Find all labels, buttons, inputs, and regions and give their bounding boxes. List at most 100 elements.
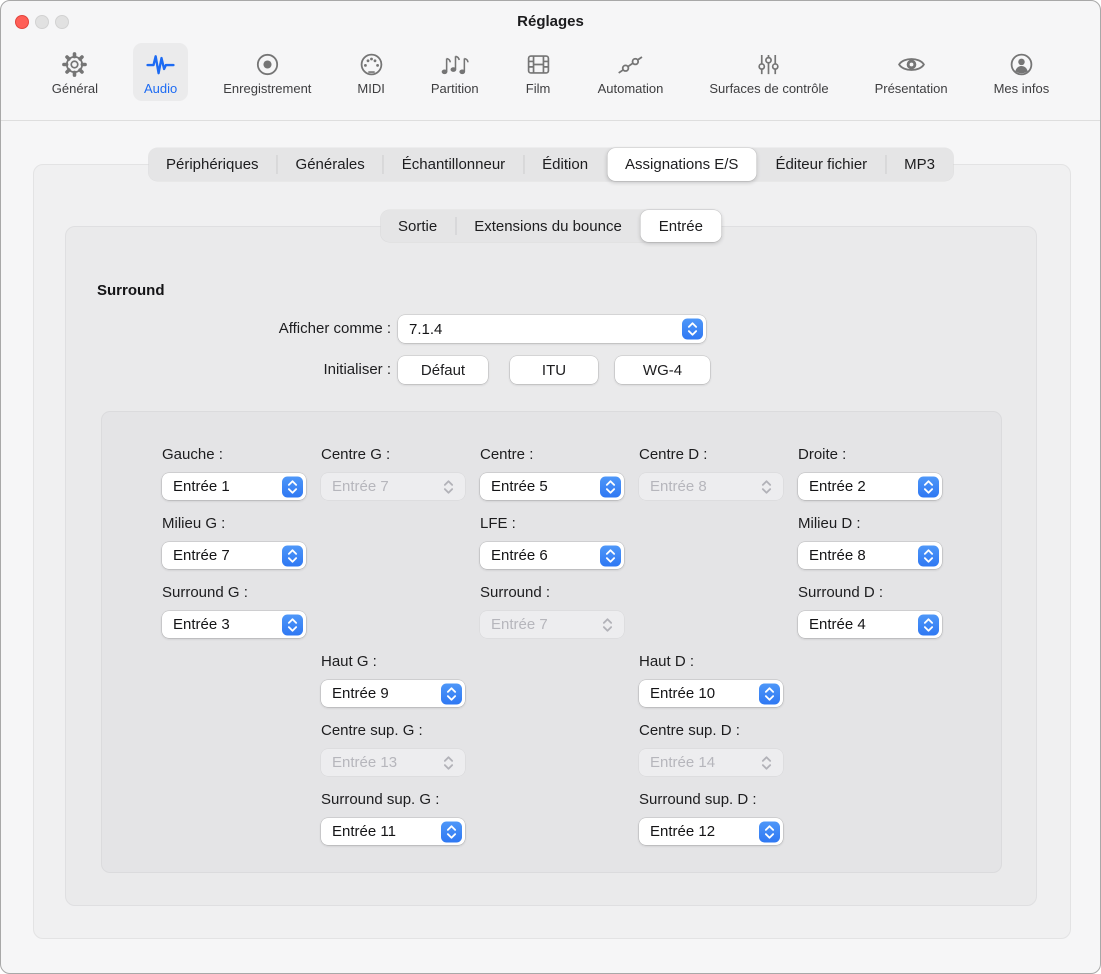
chevron-up-down-icon — [759, 821, 780, 842]
channel-popup-centre-sup-d: Entrée 14 — [639, 749, 783, 776]
channel-popup-surround: Entrée 7 — [480, 611, 624, 638]
toolbar-item-midi[interactable]: MIDI — [346, 43, 395, 101]
init-button-wg-4[interactable]: WG-4 — [615, 356, 710, 384]
display-as-popup[interactable]: 7.1.4 — [398, 315, 706, 343]
segment-divider — [885, 155, 887, 174]
channel-popup-value: Entrée 6 — [491, 547, 548, 564]
toolbar-item-film[interactable]: Film — [514, 43, 563, 101]
toolbar-item-label: Enregistrement — [223, 81, 312, 96]
toolbar-item-label: Surfaces de contrôle — [709, 81, 829, 96]
chevron-up-down-icon — [282, 545, 303, 566]
window-title: Réglages — [517, 13, 584, 30]
tab-mp3[interactable]: MP3 — [904, 156, 936, 173]
preferences-toolbar: Général Audio Enregistrement MIDI Partition F… — [25, 43, 1076, 101]
gear-icon — [61, 50, 88, 78]
close-button[interactable] — [15, 15, 29, 29]
chevron-up-down-icon — [282, 614, 303, 635]
toolbar-item-automation[interactable]: Automation — [587, 43, 675, 101]
display-as-value: 7.1.4 — [409, 320, 443, 338]
chevron-up-down-icon — [597, 614, 618, 635]
channel-popup-value: Entrée 1 — [173, 478, 230, 495]
toolbar-item-audio[interactable]: Audio — [133, 43, 189, 101]
channel-popup-value: Entrée 10 — [650, 685, 716, 702]
channel-popup-haut-g[interactable]: Entrée 9 — [321, 680, 465, 707]
channel-label-gauche: Gauche : — [162, 446, 223, 463]
channel-popup-droite[interactable]: Entrée 2 — [798, 473, 942, 500]
subtab-extensions-du-bounce[interactable]: Extensions du bounce — [474, 217, 622, 235]
channel-popup-milieu-g[interactable]: Entrée 7 — [162, 542, 306, 569]
tab-diteur-fichier[interactable]: Éditeur fichier — [775, 156, 868, 173]
channel-popup-centre-sup-g: Entrée 13 — [321, 749, 465, 776]
toolbar-item-enregistrement[interactable]: Enregistrement — [212, 43, 322, 101]
channel-popup-value: Entrée 14 — [650, 754, 716, 771]
channel-popup-centre-d: Entrée 8 — [639, 473, 783, 500]
toolbar-item-presentation[interactable]: Présentation — [864, 43, 959, 101]
channel-popup-haut-d[interactable]: Entrée 10 — [639, 680, 783, 707]
subtab-sortie[interactable]: Sortie — [398, 217, 438, 235]
toolbar-item-label: Film — [525, 81, 551, 96]
chevron-up-down-icon — [759, 683, 780, 704]
channel-popup-value: Entrée 11 — [332, 823, 396, 840]
channel-label-centre: Centre : — [480, 446, 534, 463]
channel-popup-lfe[interactable]: Entrée 6 — [480, 542, 624, 569]
chevron-up-down-icon — [918, 545, 939, 566]
music-notes-icon — [439, 50, 470, 78]
channel-popup-surround-sup-g[interactable]: Entrée 11 — [321, 818, 465, 845]
chevron-up-down-icon — [600, 476, 621, 497]
io-subtab-bar: Sortie Extensions du bounce Entrée — [380, 210, 721, 242]
channel-popup-milieu-d[interactable]: Entrée 8 — [798, 542, 942, 569]
chevron-up-down-icon — [682, 318, 703, 340]
channel-label-milieu-g: Milieu G : — [162, 515, 226, 532]
toolbar-item-surfaces-de-controle[interactable]: Surfaces de contrôle — [698, 43, 839, 101]
initialize-label: Initialiser : — [323, 361, 391, 378]
segment-divider — [455, 217, 457, 235]
tab-chantillonneur[interactable]: Échantillonneur — [401, 156, 506, 173]
toolbar-item-label: Général — [51, 81, 99, 96]
chevron-up-down-icon — [282, 476, 303, 497]
channel-popup-centre[interactable]: Entrée 5 — [480, 473, 624, 500]
toolbar-item-label: Audio — [144, 81, 178, 96]
channel-popup-surround-g[interactable]: Entrée 3 — [162, 611, 306, 638]
chevron-up-down-icon — [441, 821, 462, 842]
person-icon — [1008, 50, 1035, 78]
channel-label-centre-sup-g: Centre sup. G : — [321, 722, 423, 739]
channel-popup-surround-d[interactable]: Entrée 4 — [798, 611, 942, 638]
subtab-entr-e[interactable]: Entrée — [640, 210, 721, 242]
segment-divider — [523, 155, 525, 174]
init-button-itu[interactable]: ITU — [510, 356, 598, 384]
channel-popup-value: Entrée 9 — [332, 685, 389, 702]
channel-popup-surround-sup-d[interactable]: Entrée 12 — [639, 818, 783, 845]
channel-popup-value: Entrée 8 — [650, 478, 707, 495]
init-button-d-faut[interactable]: Défaut — [398, 356, 488, 384]
tab-p-riph-riques[interactable]: Périphériques — [165, 156, 259, 173]
channel-label-surround-g: Surround G : — [162, 584, 248, 601]
channel-popup-gauche[interactable]: Entrée 1 — [162, 473, 306, 500]
tab-g-n-rales[interactable]: Générales — [295, 156, 365, 173]
channel-label-centre-g: Centre G : — [321, 446, 391, 463]
channel-label-droite: Droite : — [798, 446, 847, 463]
zoom-button — [55, 15, 69, 29]
audio-waveform-icon — [145, 50, 176, 78]
toolbar-item-mes-infos[interactable]: Mes infos — [983, 43, 1061, 101]
toolbar-item-partition[interactable]: Partition — [420, 43, 490, 101]
channel-label-haut-g: Haut G : — [321, 653, 377, 670]
display-as-label: Afficher comme : — [278, 320, 391, 337]
toolbar-item-label: Automation — [597, 81, 664, 96]
chevron-up-down-icon — [438, 752, 459, 773]
toolbar-item-label: Présentation — [874, 81, 948, 96]
film-strip-icon — [525, 50, 552, 78]
chevron-up-down-icon — [600, 545, 621, 566]
channel-popup-value: Entrée 4 — [809, 616, 866, 633]
channel-popup-value: Entrée 8 — [809, 547, 866, 564]
channel-popup-value: Entrée 7 — [491, 616, 548, 633]
chevron-up-down-icon — [918, 476, 939, 497]
channel-label-haut-d: Haut D : — [639, 653, 695, 670]
toolbar-item-general[interactable]: Général — [41, 43, 109, 101]
tab-dition[interactable]: Édition — [542, 156, 589, 173]
toolbar-separator — [1, 120, 1100, 121]
channel-popup-centre-g: Entrée 7 — [321, 473, 465, 500]
midi-connector-icon — [358, 50, 385, 78]
channel-label-lfe: LFE : — [480, 515, 516, 532]
tab-assignations-e-s[interactable]: Assignations E/S — [607, 148, 757, 181]
automation-nodes-icon — [615, 50, 646, 78]
